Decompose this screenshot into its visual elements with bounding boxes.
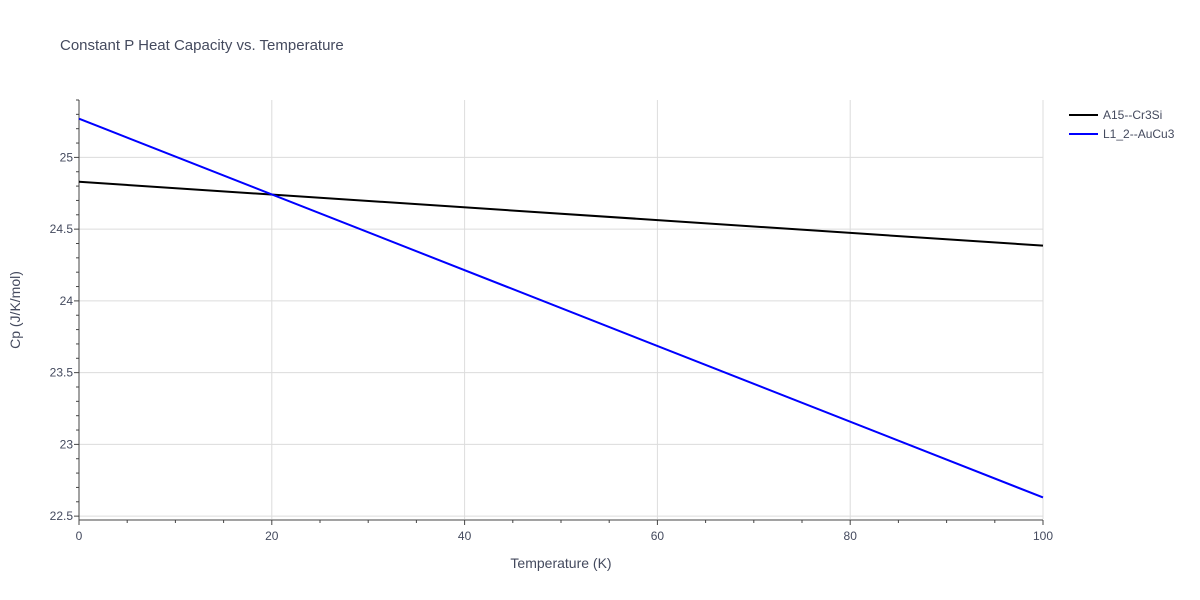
x-axis-ticks: 0 20 40 60 80 100 [76, 529, 1054, 543]
chart-title: Constant P Heat Capacity vs. Temperature [60, 37, 344, 54]
y-tick-label: 25 [60, 150, 74, 164]
x-tick-label: 60 [651, 529, 665, 543]
y-tick-label: 24.5 [50, 222, 74, 236]
x-tick-label: 20 [265, 529, 279, 543]
x-axis-title: Temperature (K) [510, 555, 611, 571]
y-axis-ticks: 22.5 23 23.5 24 24.5 25 [50, 150, 74, 523]
series-line [78, 117, 1044, 499]
x-tick-label: 100 [1033, 529, 1053, 543]
y-tick-label: 22.5 [50, 509, 74, 523]
legend-label: A15--Cr3Si [1103, 108, 1162, 122]
plot-area [78, 117, 1044, 499]
series-line [78, 180, 1044, 247]
x-tick-label: 80 [844, 529, 858, 543]
grid [79, 100, 1044, 519]
axes [74, 99, 1044, 525]
legend[interactable]: A15--Cr3Si L1_2--AuCu3 [1069, 108, 1175, 141]
legend-item[interactable]: A15--Cr3Si [1069, 108, 1162, 122]
x-tick-label: 0 [76, 529, 83, 543]
y-tick-label: 23.5 [50, 366, 74, 380]
y-tick-label: 24 [60, 294, 74, 308]
x-tick-label: 40 [458, 529, 472, 543]
y-axis-title: Cp (J/K/mol) [7, 271, 23, 349]
y-tick-label: 23 [60, 437, 74, 451]
legend-item[interactable]: L1_2--AuCu3 [1069, 127, 1175, 141]
legend-label: L1_2--AuCu3 [1103, 127, 1175, 141]
